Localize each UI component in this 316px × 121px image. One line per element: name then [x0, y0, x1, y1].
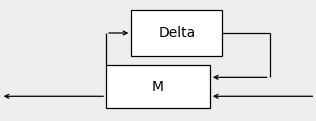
Text: M: M: [152, 80, 164, 94]
Bar: [131, 10, 222, 56]
Bar: [106, 65, 210, 108]
Text: Delta: Delta: [158, 26, 196, 40]
